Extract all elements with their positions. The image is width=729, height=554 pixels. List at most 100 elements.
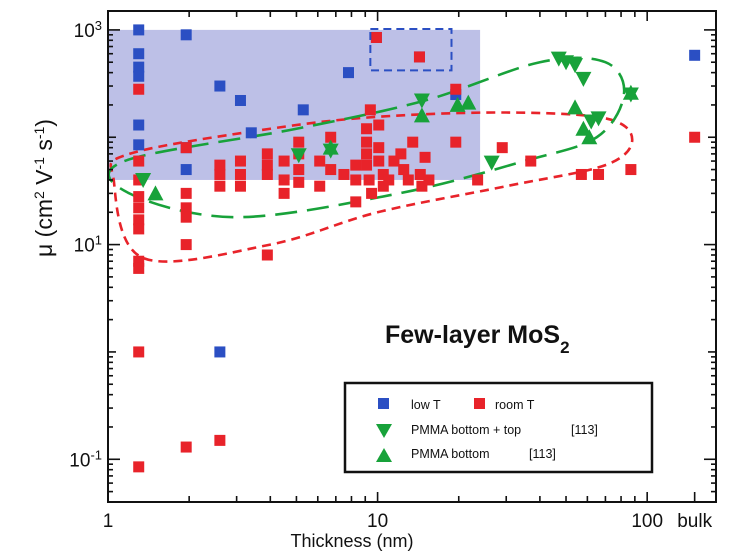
x-tick-label: 1: [103, 511, 114, 532]
point-room-t: [261, 148, 273, 160]
legend: low T room T PMMA bottom + top [113] PMM…: [343, 381, 654, 474]
y-tick-labels: 10-1 101 103: [69, 17, 102, 471]
point-room-t: [293, 176, 305, 188]
point-room-t: [373, 119, 385, 131]
point-room-t: [383, 174, 395, 186]
point-room-t: [314, 155, 326, 167]
point-room-t: [388, 155, 400, 167]
point-room-t: [214, 180, 226, 192]
y-tick-label: 10-1: [69, 447, 102, 472]
point-room-t: [214, 159, 226, 171]
point-room-t: [423, 174, 435, 186]
point-room-t: [450, 136, 462, 148]
point-room-t: [261, 249, 273, 261]
point-room-t: [293, 136, 305, 148]
point-room-t: [625, 164, 637, 176]
point-room-t: [261, 159, 273, 171]
point-room-t: [180, 142, 192, 154]
legend-box: [343, 381, 654, 474]
point-room-t: [496, 142, 508, 154]
point-room-t: [361, 136, 373, 148]
point-room-t: [133, 214, 145, 226]
point-room-t: [575, 168, 587, 180]
y-axis-label-sup1: 2: [31, 191, 47, 199]
point-room-t: [361, 123, 373, 135]
legend-label-low-t: low T: [411, 398, 441, 412]
point-room-t: [133, 202, 145, 214]
point-room-t: [180, 239, 192, 251]
point-pmma-bottom-top: [413, 93, 430, 109]
point-room-t: [413, 51, 425, 63]
point-pmma-bottom: [460, 94, 477, 110]
point-room-t: [133, 262, 145, 274]
point-room-t: [416, 180, 428, 192]
marker-layer: [133, 24, 701, 473]
point-room-t: [373, 142, 385, 154]
point-room-t: [407, 136, 419, 148]
legend-marker-room-t: [474, 398, 485, 409]
point-room-t: [214, 168, 226, 180]
point-room-t: [593, 168, 605, 180]
highlight-box: [369, 27, 453, 72]
point-pmma-bottom-top: [483, 155, 500, 171]
point-room-t: [402, 174, 414, 186]
legend-label-pmma-bottom: PMMA bottom: [411, 447, 490, 461]
point-low-t: [133, 48, 145, 60]
x-tick-label: 100: [631, 511, 663, 532]
ellipse-layer: [108, 56, 634, 263]
y-axis-label-suffix: ): [31, 119, 57, 127]
point-low-t: [245, 127, 257, 139]
point-room-t: [350, 159, 362, 171]
point-pmma-bottom: [322, 139, 339, 155]
point-pmma-bottom-top: [590, 111, 607, 127]
point-room-t: [325, 164, 337, 176]
point-room-t: [338, 168, 350, 180]
point-room-t: [278, 187, 290, 199]
point-room-t: [325, 131, 337, 143]
point-low-t: [133, 70, 145, 82]
point-low-t: [234, 94, 246, 106]
point-room-t: [361, 148, 373, 160]
point-room-t: [133, 155, 145, 167]
plot-frame: [107, 10, 717, 503]
point-low-t: [180, 164, 192, 176]
legend-marker-pmma-bottom-top: [376, 424, 392, 438]
y-axis-label-sup3: -1: [31, 126, 47, 139]
point-room-t: [450, 83, 462, 95]
point-pmma-bottom: [413, 107, 430, 123]
point-room-t: [414, 168, 426, 180]
point-room-t: [133, 174, 145, 186]
point-low-t: [133, 24, 145, 36]
point-room-t: [364, 104, 376, 116]
point-room-t: [350, 196, 362, 208]
point-room-t: [472, 174, 484, 186]
point-room-t: [133, 191, 145, 203]
legend-marker-pmma-bottom: [376, 448, 392, 462]
point-room-t: [293, 164, 305, 176]
tick-layer: [107, 11, 716, 503]
ellipse-green-longdash: [108, 56, 626, 219]
y-axis-label-mid1: V: [31, 169, 57, 191]
point-room-t: [234, 168, 246, 180]
annotation-main: Few-layer MoS: [385, 321, 560, 349]
point-room-t: [133, 223, 145, 235]
x-tick-labels: 1 10 100 bulk: [103, 511, 713, 532]
point-pmma-bottom-top: [575, 71, 592, 87]
point-room-t: [363, 174, 375, 186]
point-low-t: [689, 49, 701, 61]
y-axis-label: μ (cm2 V-1 s-1): [31, 119, 57, 257]
point-room-t: [133, 83, 145, 95]
point-pmma-bottom-top: [290, 148, 307, 164]
point-room-t: [261, 168, 273, 180]
legend-label-room-t: room T: [495, 398, 535, 412]
x-tick-label: bulk: [677, 511, 712, 532]
legend-ref-pmma-bottom: [113]: [529, 447, 556, 461]
point-room-t: [133, 346, 145, 358]
y-tick-label: 103: [74, 17, 102, 42]
point-room-t: [373, 155, 385, 167]
point-room-t: [689, 131, 701, 143]
point-room-t: [361, 159, 373, 171]
point-low-t: [214, 80, 226, 92]
point-room-t: [366, 187, 378, 199]
